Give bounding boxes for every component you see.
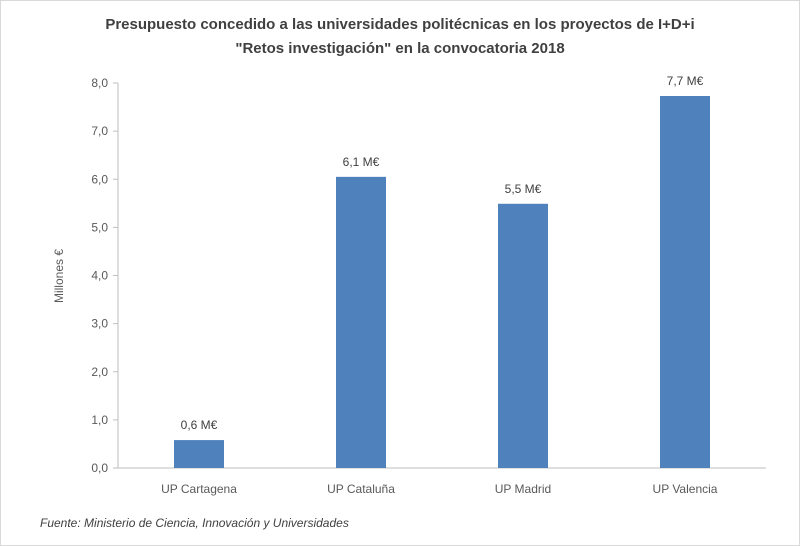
data-label: 7,7 M€: [667, 74, 704, 88]
y-tick-label: 2,0: [91, 365, 108, 379]
data-label: 6,1 M€: [343, 155, 380, 169]
y-tick-label: 8,0: [91, 76, 108, 90]
y-tick-label: 1,0: [91, 413, 108, 427]
data-label: 5,5 M€: [505, 182, 542, 196]
y-tick-label: 7,0: [91, 124, 108, 138]
chart-title-line-2: "Retos investigación" en la convocatoria…: [235, 40, 564, 57]
bar: [660, 95, 710, 469]
source-note: Fuente: Ministerio de Ciencia, Innovació…: [40, 516, 349, 530]
x-tick-label: UP Cartagena: [161, 482, 237, 496]
chart-title-line-1: Presupuesto concedido a las universidade…: [105, 16, 694, 33]
x-tick-label: UP Cataluña: [327, 482, 395, 496]
y-axis-label: Millones €: [52, 249, 66, 303]
data-label: 0,6 M€: [181, 418, 218, 432]
x-tick-label: UP Valencia: [653, 482, 718, 496]
y-tick-label: 4,0: [91, 269, 108, 283]
bar: [498, 203, 548, 468]
bar: [174, 440, 224, 468]
y-tick-label: 3,0: [91, 317, 108, 331]
y-tick-label: 0,0: [91, 461, 108, 475]
x-tick-label: UP Madrid: [495, 482, 551, 496]
bar: [336, 176, 386, 468]
y-tick-label: 6,0: [91, 172, 108, 186]
y-tick-label: 5,0: [91, 220, 108, 234]
